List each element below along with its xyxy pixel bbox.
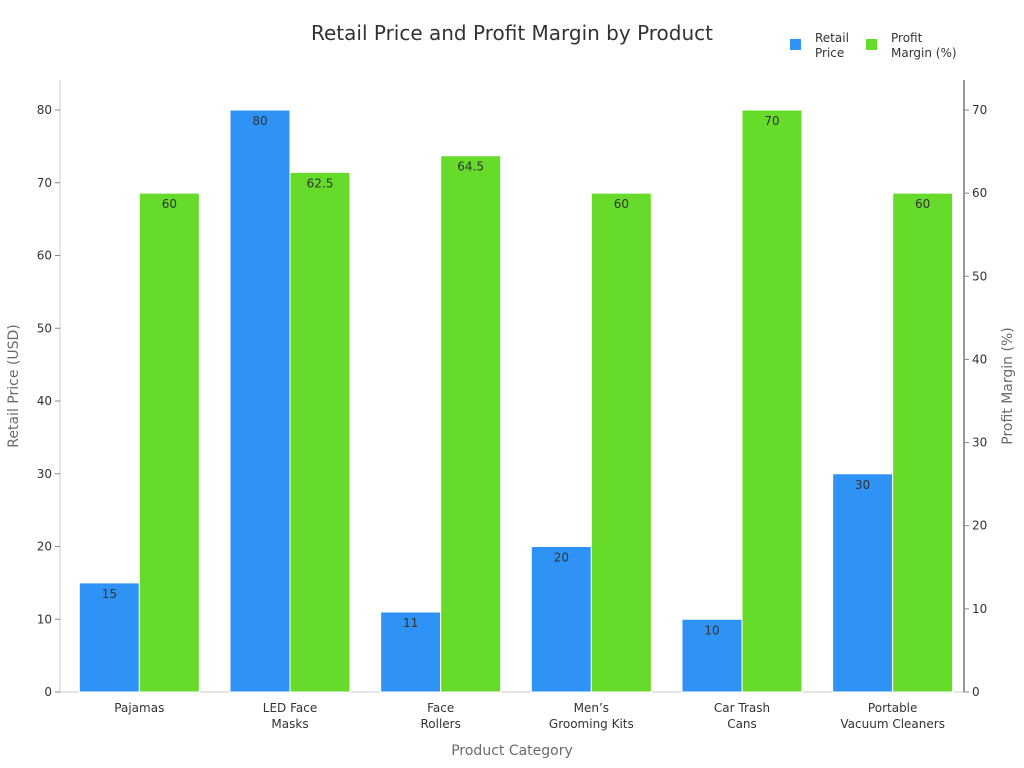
- left-tick-label: 30: [37, 467, 52, 481]
- data-label-retail-price: 15: [102, 587, 117, 601]
- left-tick-label: 60: [37, 249, 52, 263]
- data-label-profit-margin: 60: [162, 197, 177, 211]
- category-label: Portable Vacuum Cleaners: [840, 701, 945, 731]
- data-label-retail-price: 30: [855, 478, 870, 492]
- legend: Retail Price Profit Margin (%): [790, 31, 957, 60]
- data-label-profit-margin: 70: [764, 114, 779, 128]
- x-axis-label: Product Category: [451, 743, 573, 759]
- legend-swatch: [866, 39, 877, 50]
- left-tick-label: 10: [37, 612, 52, 626]
- data-label-profit-margin: 64.5: [457, 160, 484, 174]
- data-label-retail-price: 20: [554, 551, 569, 565]
- bar-retail-price: [78, 582, 140, 693]
- category-label: Pajamas: [114, 701, 164, 715]
- bar-profit-margin: [590, 192, 652, 693]
- left-y-axis-label: Retail Price (USD): [6, 324, 22, 447]
- legend-label: Retail Price: [815, 31, 849, 60]
- category-labels: Pajamas LED Face Masks Face Rollers Men’s Groo…: [114, 701, 945, 731]
- right-tick-label: 20: [972, 519, 987, 533]
- left-tick-label: 50: [37, 321, 52, 335]
- right-tick-label: 0: [972, 685, 980, 699]
- bar-profit-margin: [892, 192, 954, 693]
- bar-profit-margin: [440, 155, 502, 693]
- right-y-axis-label: Profit Margin (%): [1000, 327, 1016, 444]
- right-tick-label: 50: [972, 269, 987, 283]
- legend-item-profit-margin: Profit Margin (%): [866, 31, 957, 60]
- bar-labels: 15 60 80 62.5 11 64.5 20 60 10 70 30 60: [102, 114, 931, 637]
- bar-profit-margin: [138, 192, 200, 693]
- data-label-retail-price: 80: [252, 114, 267, 128]
- bar-retail-price: [832, 473, 894, 693]
- chart-title: Retail Price and Profit Margin by Produc…: [311, 21, 713, 45]
- left-tick-label: 0: [44, 685, 52, 699]
- left-tick-label: 20: [37, 540, 52, 554]
- left-tick-label: 70: [37, 176, 52, 190]
- right-tick-label: 60: [972, 186, 987, 200]
- bar-retail-price: [380, 611, 442, 693]
- left-tick-label: 80: [37, 103, 52, 117]
- data-label-profit-margin: 62.5: [307, 176, 334, 190]
- data-label-profit-margin: 60: [915, 197, 930, 211]
- legend-item-retail-price: Retail Price: [790, 31, 849, 60]
- legend-swatch: [790, 39, 801, 50]
- bar-profit-margin: [741, 109, 803, 693]
- right-y-ticks: 0 10 20 30 40 50 60 70: [964, 103, 987, 699]
- bar-profit-margin: [289, 171, 351, 693]
- data-label-profit-margin: 60: [614, 197, 629, 211]
- data-label-retail-price: 11: [403, 616, 418, 630]
- left-y-ticks: 0 10 20 30 40 50 60 70 80: [37, 103, 60, 699]
- bar-retail-price: [229, 109, 291, 693]
- right-tick-label: 30: [972, 436, 987, 450]
- category-label: Men’s Grooming Kits: [549, 701, 634, 731]
- category-label: LED Face Masks: [263, 701, 317, 731]
- bar-retail-price: [530, 546, 592, 693]
- legend-label: Profit Margin (%): [891, 31, 957, 60]
- right-tick-label: 70: [972, 103, 987, 117]
- category-label: Face Rollers: [420, 701, 460, 731]
- bars: [78, 109, 954, 693]
- data-label-retail-price: 10: [704, 623, 719, 637]
- left-tick-label: 40: [37, 394, 52, 408]
- bar-retail-price: [681, 618, 743, 693]
- right-tick-label: 10: [972, 602, 987, 616]
- category-label: Car Trash Cans: [714, 701, 770, 731]
- right-tick-label: 40: [972, 352, 987, 366]
